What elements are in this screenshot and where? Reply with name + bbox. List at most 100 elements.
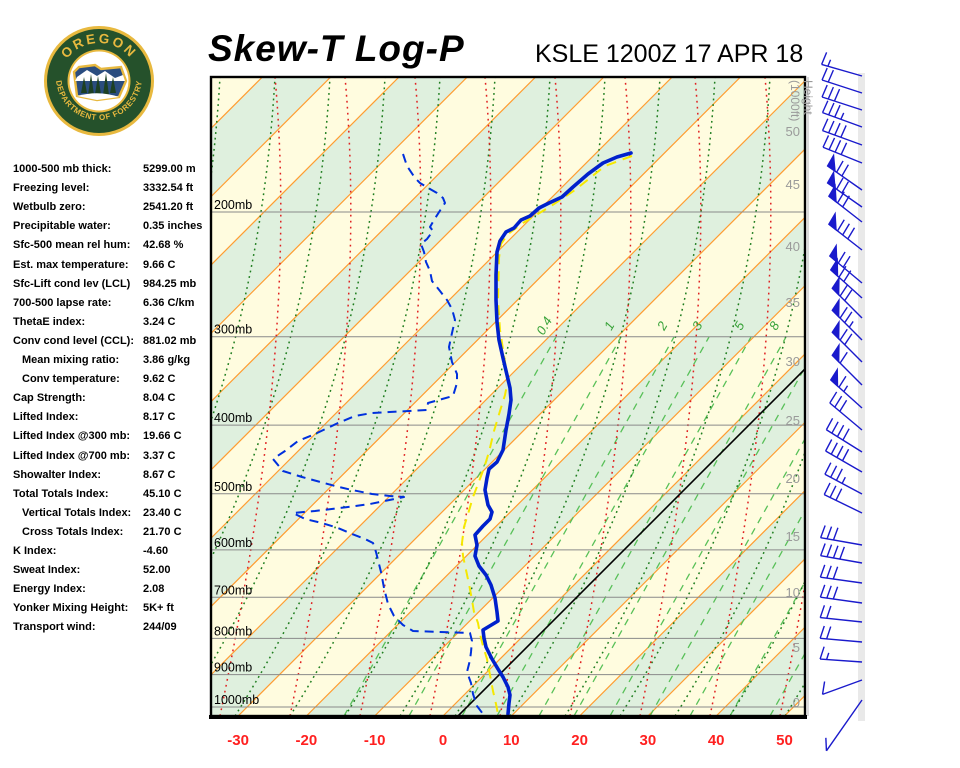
index-row: Lifted Index @700 mb: 3.37 C: [13, 450, 209, 464]
index-row: Vertical Totals Index: 23.40 C: [13, 507, 209, 521]
logo-mountains: [75, 70, 125, 81]
wind-barb: [823, 482, 863, 514]
index-row: Mean mixing ratio: 3.86 g/kg: [13, 354, 209, 368]
logo-ground: [77, 93, 119, 100]
index-label: Conv cond level (CCL):: [13, 334, 135, 347]
wind-barb: [820, 52, 863, 77]
wind-barb: [821, 118, 863, 146]
isobar-lines: [211, 211, 805, 708]
index-label: Showalter Index:: [13, 468, 102, 481]
height-labels: 0 5 10 15 20 25 30 35 40 45 50: [786, 124, 800, 710]
wind-barb: [829, 391, 863, 431]
index-value: 244/09: [143, 621, 177, 634]
wind-barb: [825, 439, 863, 473]
wind-barb: [821, 679, 863, 696]
temp-axis-label: 10: [503, 732, 520, 749]
index-value: 3.86 g/kg: [143, 354, 191, 366]
pressure-label: 900mb: [214, 661, 252, 675]
wind-barb: [824, 462, 863, 495]
index-value: 9.62 C: [143, 373, 176, 386]
pressure-label: 700mb: [214, 583, 252, 597]
index-value: 5K+ ft: [143, 602, 174, 615]
index-value: 2541.20 ft: [143, 201, 194, 214]
height-label: 25: [786, 413, 800, 428]
wind-barb: [819, 646, 863, 663]
index-label: 700-500 lapse rate:: [13, 296, 112, 309]
temp-axis-label: -10: [364, 732, 386, 749]
wind-barb: [827, 211, 863, 251]
height-label: 50: [786, 124, 800, 139]
index-row: Total Totals Index: 45.10 C: [13, 488, 209, 502]
index-label: Yonker Mixing Height:: [13, 602, 129, 615]
index-label: 1000-500 mb thick:: [13, 163, 112, 175]
index-row: Yonker Mixing Height: 5K+ ft: [13, 602, 209, 616]
index-row: Wetbulb zero: 2541.20 ft: [13, 201, 209, 215]
height-label: 5: [793, 640, 800, 655]
reference-isotherm-line: [457, 368, 805, 716]
wind-barb: [831, 275, 863, 319]
index-label: Transport wind:: [13, 621, 96, 634]
temp-axis-label: 20: [571, 732, 588, 749]
pressure-label: 1000mb: [214, 693, 259, 707]
height-label: 40: [786, 239, 800, 254]
index-value: 52.00: [143, 564, 171, 577]
index-value: 881.02 mb: [143, 334, 197, 347]
index-value: 45.10 C: [143, 487, 182, 500]
index-value: 3.24 C: [143, 315, 176, 328]
index-row: K Index: -4.60: [13, 545, 209, 559]
index-row: Sweat Index: 52.00: [13, 564, 209, 578]
temperature-bands: [211, 77, 805, 716]
index-row: Sfc-500 mean rel hum: 42.68 %: [13, 239, 209, 253]
index-label: Total Totals Index:: [13, 487, 109, 500]
index-value: 5299.00 m: [143, 163, 196, 175]
index-label: Lifted Index @700 mb:: [13, 449, 131, 462]
height-label: 20: [786, 471, 800, 486]
index-row: Cap Strength: 8.04 C: [13, 392, 209, 406]
height-label: 45: [786, 177, 800, 192]
logo-trees: [81, 73, 116, 95]
station-time-label: KSLE 1200Z 17 APR 18: [535, 40, 804, 68]
index-label: Lifted Index @300 mb:: [13, 430, 131, 443]
wind-barb: [827, 183, 863, 223]
index-label: Freezing level:: [13, 182, 90, 195]
index-value: 6.36 C/km: [143, 296, 195, 309]
wind-barb: [831, 319, 863, 363]
height-label: 15: [786, 529, 800, 544]
wind-barb: [829, 367, 863, 409]
wind-barb-axis-strip: [858, 73, 865, 721]
pressure-labels: 200mb 300mb 400mb 500mb 600mb 700mb 800mb 900mb…: [214, 198, 259, 707]
index-row: Showalter Index: 8.67 C: [13, 469, 209, 483]
index-row: Cross Totals Index: 21.70 C: [13, 526, 209, 540]
logo-oregon-shape: [72, 63, 128, 102]
temp-axis-labels: -30 -20 -10 0 10 20 30 40 50: [227, 732, 793, 749]
wind-barb: [821, 100, 863, 128]
index-value: 8.17 C: [143, 411, 176, 424]
index-row: Precipitable water: 0.35 inches: [13, 220, 209, 234]
index-value: 3332.54 ft: [143, 182, 194, 195]
wind-barb: [819, 605, 863, 623]
pressure-label: 300mb: [214, 323, 252, 337]
index-row: Energy Index: 2.08: [13, 583, 209, 597]
wind-barb: [821, 84, 863, 111]
wind-barb: [819, 543, 863, 564]
index-label: Vertical Totals Index:: [22, 506, 132, 519]
wind-barb: [831, 297, 863, 341]
index-row: Conv temperature: 9.62 C: [13, 373, 209, 387]
index-value: 8.67 C: [143, 468, 176, 481]
index-label: Wetbulb zero:: [13, 201, 86, 214]
index-row: 1000-500 mb thick: 5299.00 m: [13, 163, 209, 177]
pressure-label: 200mb: [214, 198, 252, 212]
index-row: Sfc-Lift cond lev (LCL) 984.25 mb: [13, 278, 209, 292]
index-label: Conv temperature:: [22, 373, 120, 386]
temperature-trace: [473, 151, 633, 716]
index-value: -4.60: [143, 545, 169, 557]
wind-barb: [819, 564, 863, 584]
index-row: Freezing level: 3332.54 ft: [13, 182, 209, 196]
dry-adiabat-lines: [211, 77, 805, 716]
wind-barb: [822, 135, 863, 164]
height-label: 0: [793, 695, 800, 710]
index-row: Conv cond level (CCL): 881.02 mb: [13, 335, 209, 349]
temp-axis-label: -30: [227, 732, 249, 749]
index-label: Sfc-500 mean rel hum:: [13, 239, 131, 252]
